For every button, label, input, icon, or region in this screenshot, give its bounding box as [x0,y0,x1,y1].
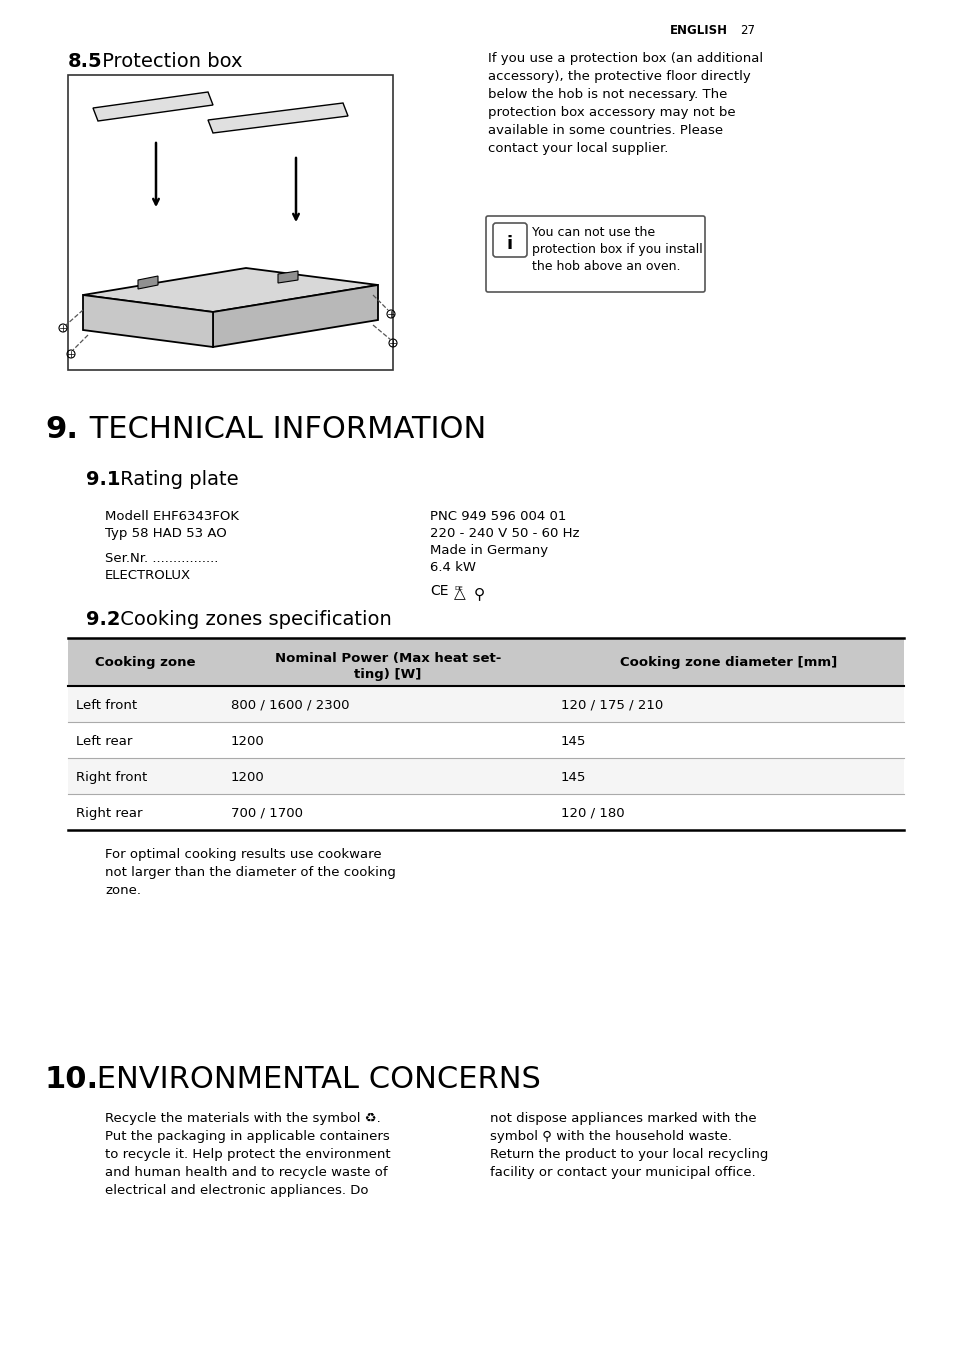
Polygon shape [277,271,297,283]
Text: If you use a protection box (an additional
accessory), the protective floor dire: If you use a protection box (an addition… [488,51,762,154]
Text: DE: DE [454,586,462,590]
Bar [68,722,903,758]
Text: 800 / 1600 / 2300: 800 / 1600 / 2300 [231,699,349,712]
Text: 9.: 9. [45,414,78,444]
Polygon shape [138,276,158,288]
Polygon shape [213,284,377,347]
Bar [68,74,393,370]
Text: Typ 58 HAD 53 AO: Typ 58 HAD 53 AO [105,527,227,540]
Text: PNC 949 596 004 01: PNC 949 596 004 01 [430,510,566,523]
Polygon shape [208,103,348,133]
Text: CE: CE [430,584,448,598]
Text: Left front: Left front [76,699,137,712]
Polygon shape [83,295,213,347]
Text: Rating plate: Rating plate [113,470,238,489]
Text: 27: 27 [740,24,754,37]
Text: 120 / 175 / 210: 120 / 175 / 210 [560,699,662,712]
Text: Ser.Nr. ................: Ser.Nr. ................ [105,552,218,565]
Text: 145: 145 [560,770,586,784]
Text: ELECTROLUX: ELECTROLUX [105,569,191,582]
Text: Left rear: Left rear [76,735,132,747]
Text: Right front: Right front [76,770,147,784]
Text: TECHNICAL INFORMATION: TECHNICAL INFORMATION [80,414,486,444]
Text: 700 / 1700: 700 / 1700 [231,807,303,821]
Polygon shape [92,92,213,121]
Text: 9.1: 9.1 [86,470,120,489]
Bar [68,758,903,793]
Bar [68,638,903,686]
Text: ⚲: ⚲ [474,586,485,601]
Text: Cooking zone diameter [mm]: Cooking zone diameter [mm] [619,655,836,669]
Text: 1200: 1200 [231,735,265,747]
Text: Cooking zones specification: Cooking zones specification [113,611,392,630]
Text: i: i [506,236,513,253]
Text: You can not use the
protection box if you install
the hob above an oven.: You can not use the protection box if yo… [532,226,702,274]
Text: 8.5: 8.5 [68,51,103,70]
Text: 9.2: 9.2 [86,611,120,630]
Text: 120 / 180: 120 / 180 [560,807,624,821]
Bar [68,793,903,830]
Text: 220 - 240 V 50 - 60 Hz: 220 - 240 V 50 - 60 Hz [430,527,578,540]
Text: Cooking zone: Cooking zone [95,655,195,669]
Text: 145: 145 [560,735,586,747]
Text: Nominal Power (Max heat set-
ting) [W]: Nominal Power (Max heat set- ting) [W] [274,653,500,681]
Text: Recycle the materials with the symbol ♻.
Put the packaging in applicable contain: Recycle the materials with the symbol ♻.… [105,1112,390,1197]
Text: Right rear: Right rear [76,807,142,821]
Text: △: △ [454,586,465,601]
FancyBboxPatch shape [485,217,704,292]
Text: For optimal cooking results use cookware
not larger than the diameter of the coo: For optimal cooking results use cookware… [105,848,395,896]
FancyBboxPatch shape [493,223,526,257]
Polygon shape [83,268,377,311]
Text: 6.4 kW: 6.4 kW [430,561,476,574]
Text: ENGLISH: ENGLISH [669,24,727,37]
Text: Protection box: Protection box [96,51,242,70]
Text: ENVIRONMENTAL CONCERNS: ENVIRONMENTAL CONCERNS [87,1066,540,1094]
Text: not dispose appliances marked with the
symbol ⚲ with the household waste.
Return: not dispose appliances marked with the s… [490,1112,767,1179]
Text: Made in Germany: Made in Germany [430,544,548,556]
Text: Modell EHF6343FOK: Modell EHF6343FOK [105,510,239,523]
Text: 10.: 10. [45,1066,99,1094]
Bar [68,686,903,722]
Text: 1200: 1200 [231,770,265,784]
